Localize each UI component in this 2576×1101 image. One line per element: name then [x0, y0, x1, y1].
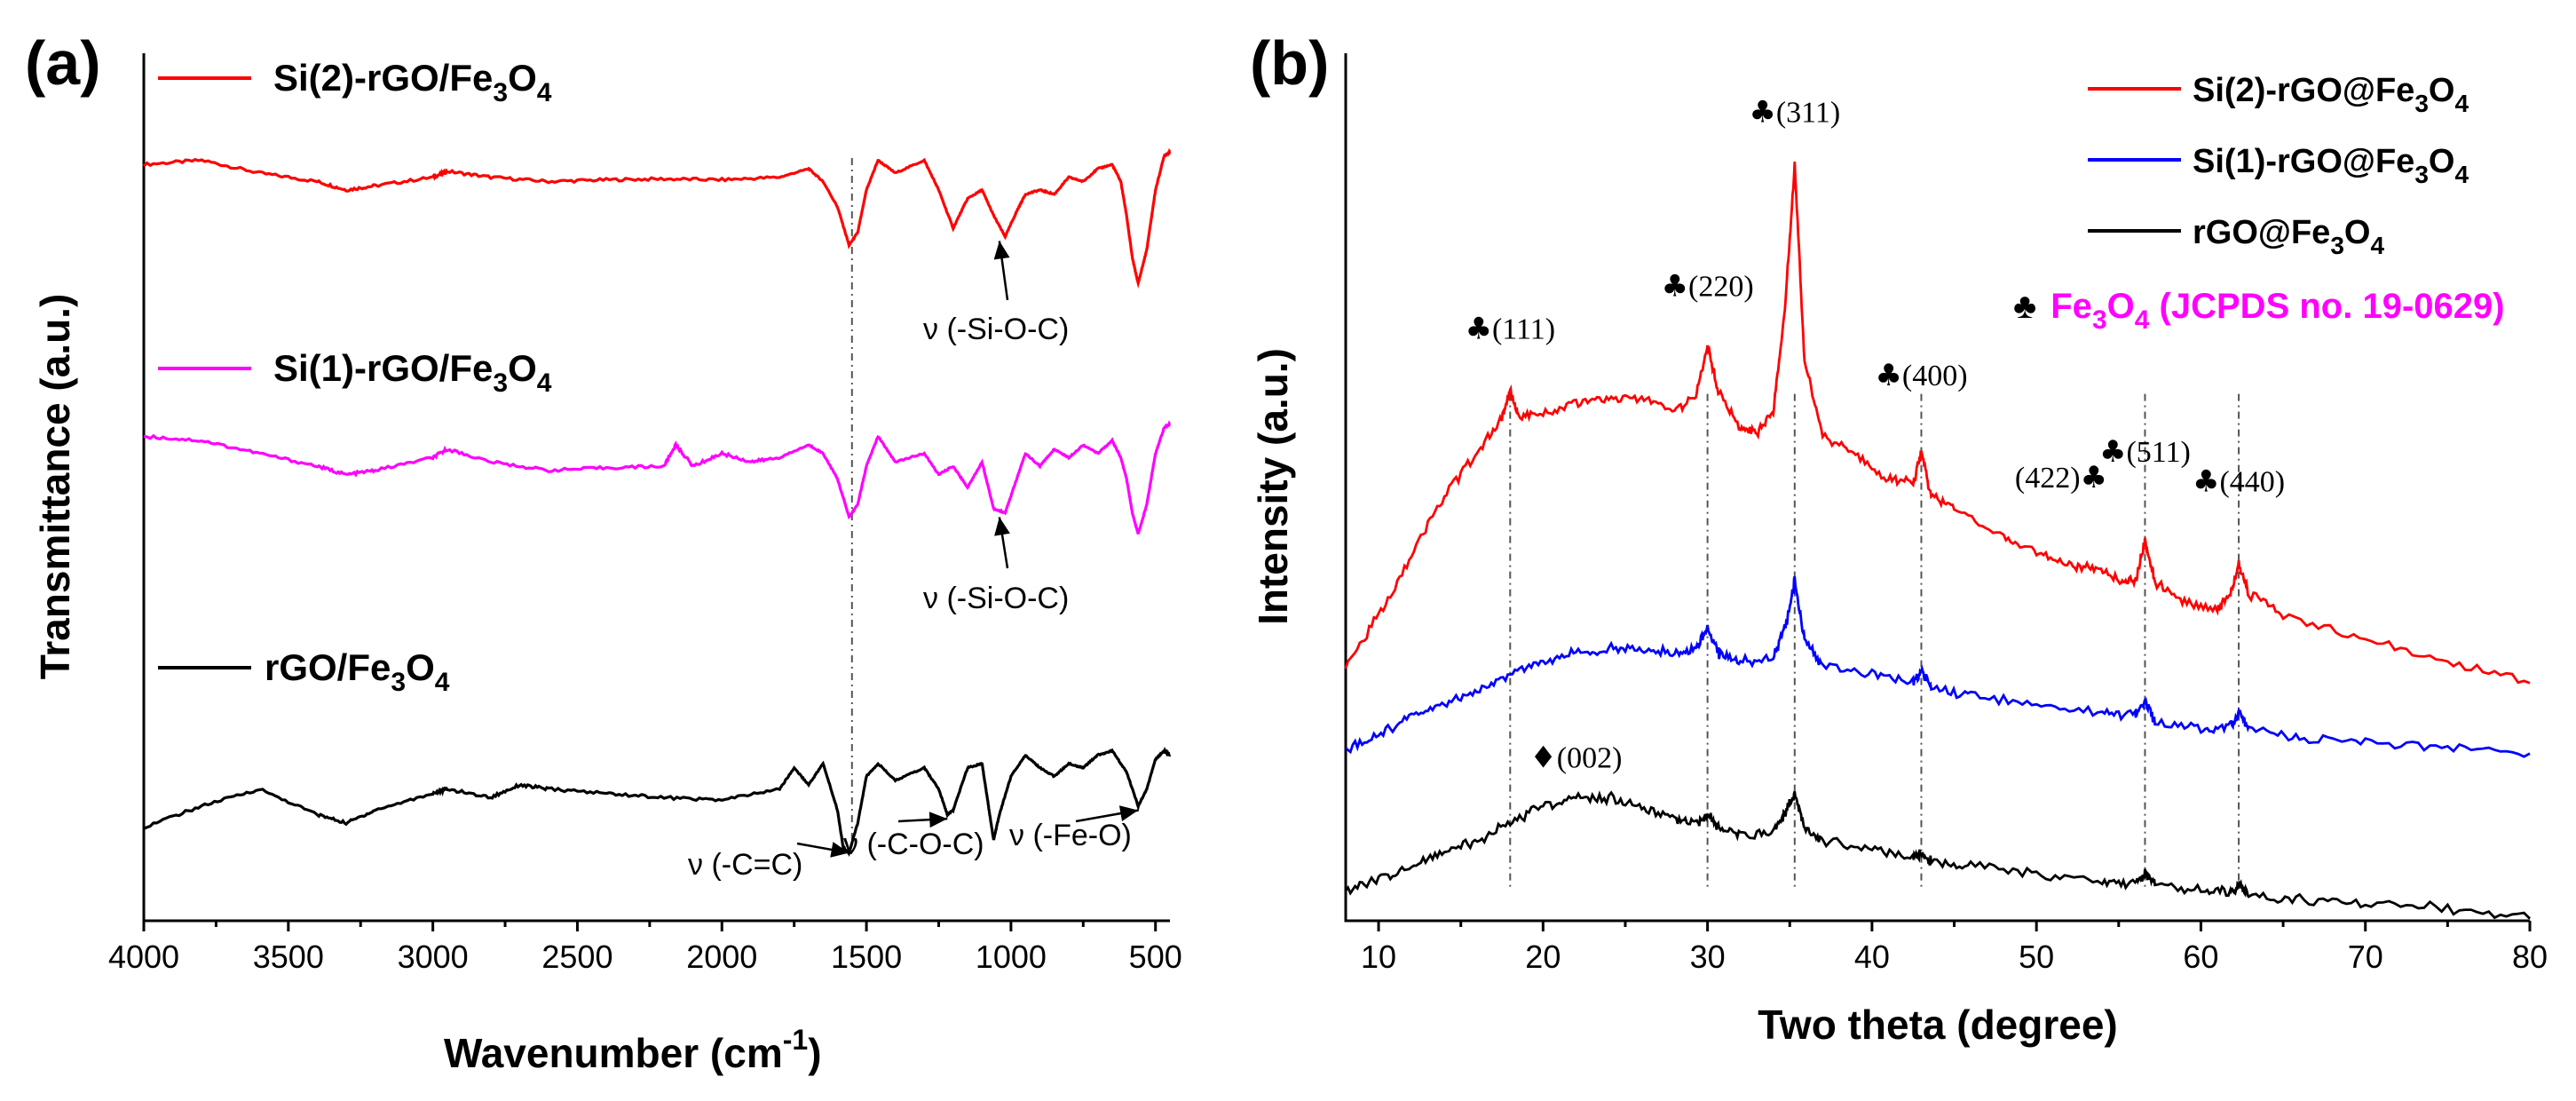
b-x-tick-label: 30 [1690, 939, 1726, 975]
a-series-line-2 [143, 420, 1172, 535]
a-annotation-label: ν (-C-O-C) [843, 828, 984, 861]
club-symbol: ♣ [1465, 311, 1491, 346]
a-annotation-label: ν (-Fe-O) [1009, 819, 1132, 852]
b-series-line-3 [1344, 790, 2531, 920]
panel-b-series [1344, 161, 2531, 920]
club-symbol: ♣ [1875, 358, 1901, 393]
a-annotation-label: ν (-Si-O-C) [923, 582, 1069, 615]
panel-b-axes [1344, 53, 2530, 923]
b-x-tick-label: 80 [2512, 939, 2548, 975]
a-annotation-arrowhead [993, 241, 1010, 260]
a-annotation-arrowhead [1118, 805, 1139, 821]
panel-b-x-ticks: 10 20 30 40 50 60 70 80 [1361, 921, 2548, 975]
panel-a-axes [142, 53, 1170, 923]
club-symbol: ♣ [2081, 460, 2107, 495]
b-x-tick-label: 50 [2019, 939, 2054, 975]
a-x-tick-label: 2500 [541, 939, 612, 975]
panel-a-x-ticks: 4000 3500 3000 2500 2000 1500 1000 500 [108, 921, 1182, 975]
b-peak-label: ♣(400) [1875, 358, 1967, 393]
b-x-tick-label: 10 [1361, 939, 1396, 975]
panel-a-legend: Si(2)-rGO/Fe3O4 Si(1)-rGO/Fe3O4 rGO/Fe3O4 [158, 57, 552, 697]
panel-b-peak-labels: ♣(111) ♣(220) ♣(311) ♣(400) (422)♣♣(511)♣(44… [1465, 94, 2285, 775]
a-x-tick-label: 500 [1129, 939, 1182, 975]
panel-a-series [142, 147, 1172, 857]
a-annotation-label: ν (-C=C) [688, 848, 802, 882]
club-symbol: ♣ [1749, 94, 1775, 130]
club-symbol: ♣ [2099, 434, 2126, 470]
panel-b-label: (b) [1250, 28, 1329, 98]
b-legend-label: Si(2)-rGO@Fe3O4 [2193, 72, 2469, 117]
a-annotation-arrowhead [928, 812, 948, 828]
b-series-line-1 [1344, 161, 2531, 685]
b-peak-label: ♦(002) [1529, 741, 1622, 776]
a-series-line-1 [142, 147, 1172, 289]
b-x-tick-label: 40 [1854, 939, 1890, 975]
a-x-tick-label: 2000 [686, 939, 757, 975]
a-x-tick-label: 3000 [398, 939, 469, 975]
club-symbol: ♣ [1662, 269, 1688, 305]
panel-b: (b) 10 20 30 40 50 60 70 80 Si(2)-rGO@Fe3O4 Si(1… [1250, 28, 2548, 1048]
panel-b-x-axis-label: Two theta (degree) [1758, 1002, 2118, 1048]
a-series-line-3 [143, 746, 1172, 857]
a-legend-label: Si(1)-rGO/Fe3O4 [273, 347, 552, 398]
b-legend-label: rGO@Fe3O4 [2193, 214, 2384, 259]
panel-b-y-axis-label: Intensity (a.u.) [1250, 348, 1296, 625]
phase-formula: Fe [2051, 287, 2092, 326]
panel-a: (a) 4000 3500 3000 2500 2000 1500 1000 500 Si(2… [25, 28, 1182, 1076]
panel-b-legend: Si(2)-rGO@Fe3O4 Si(1)-rGO@Fe3O4 rGO@Fe3O4 [2088, 72, 2469, 259]
panel-a-label: (a) [25, 28, 101, 98]
a-annotation-label: ν (-Si-O-C) [923, 313, 1069, 346]
panel-a-y-axis-label: Transmittance (a.u.) [32, 294, 78, 680]
b-legend-label: Si(1)-rGO@Fe3O4 [2193, 143, 2469, 188]
b-x-tick-label: 20 [1525, 939, 1561, 975]
b-series-line-2 [1345, 575, 2531, 758]
panel-b-phase-label: ♣ Fe3O4 (JCPDS no. 19-0629) [2013, 287, 2505, 335]
a-x-tick-label: 3500 [253, 939, 324, 975]
b-peak-label: ♣(220) [1662, 269, 1754, 305]
b-peak-label: ♣(111) [1465, 311, 1555, 346]
b-peak-label: ♣(311) [1749, 94, 1840, 130]
b-peak-label: ♣(511) [2099, 434, 2191, 470]
a-legend-label: rGO/Fe3O4 [265, 646, 450, 697]
a-legend-label: Si(2)-rGO/Fe3O4 [273, 57, 552, 107]
a-annotation-arrowhead [830, 842, 849, 858]
panel-a-annotations: ν (-Si-O-C) ν (-Si-O-C) ν (-C=C) ν (-C-O-C)… [688, 241, 1139, 882]
club-symbol: ♣ [2193, 464, 2219, 500]
phase-club-symbol: ♣ [2013, 287, 2036, 326]
panel-b-reference-lines [1509, 393, 2240, 888]
b-peak-label: (422)♣ [2015, 460, 2107, 495]
b-x-tick-label: 70 [2348, 939, 2383, 975]
a-x-tick-label: 1000 [976, 939, 1047, 975]
b-peak-label: ♣(440) [2193, 464, 2285, 500]
a-x-tick-label: 1500 [831, 939, 902, 975]
a-x-tick-label: 4000 [108, 939, 179, 975]
b-x-tick-label: 60 [2183, 939, 2218, 975]
a-annotation-arrowhead [994, 517, 1010, 536]
panel-a-x-axis-label: Wavenumber (cm-1) [444, 1024, 822, 1076]
diamond-symbol: ♦ [1529, 741, 1556, 776]
